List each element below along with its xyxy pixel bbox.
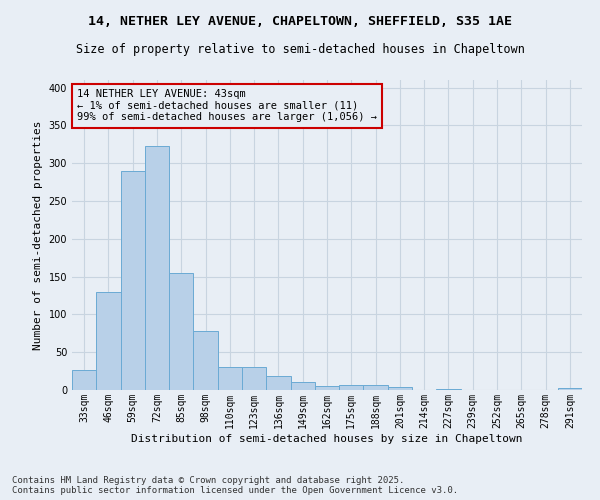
Bar (290, 382, 315, 390)
Bar (436, 389, 461, 390)
Y-axis label: Number of semi-detached properties: Number of semi-detached properties (33, 120, 43, 350)
Bar (96, 292, 121, 390)
Bar (242, 368, 266, 390)
Bar (266, 376, 290, 390)
Bar (145, 146, 169, 390)
Bar (193, 331, 218, 390)
Bar (315, 386, 339, 390)
Text: 14, NETHER LEY AVENUE, CHAPELTOWN, SHEFFIELD, S35 1AE: 14, NETHER LEY AVENUE, CHAPELTOWN, SHEFF… (88, 15, 512, 28)
Bar (72, 370, 96, 390)
Bar (121, 170, 145, 390)
Bar (364, 386, 388, 390)
Bar (388, 387, 412, 390)
Bar (169, 273, 193, 390)
Bar (339, 386, 364, 390)
Bar (218, 368, 242, 390)
Text: 14 NETHER LEY AVENUE: 43sqm
← 1% of semi-detached houses are smaller (11)
99% of: 14 NETHER LEY AVENUE: 43sqm ← 1% of semi… (77, 90, 377, 122)
Text: Contains HM Land Registry data © Crown copyright and database right 2025.
Contai: Contains HM Land Registry data © Crown c… (12, 476, 458, 495)
Bar (558, 388, 582, 390)
X-axis label: Distribution of semi-detached houses by size in Chapeltown: Distribution of semi-detached houses by … (131, 434, 523, 444)
Text: Size of property relative to semi-detached houses in Chapeltown: Size of property relative to semi-detach… (76, 42, 524, 56)
